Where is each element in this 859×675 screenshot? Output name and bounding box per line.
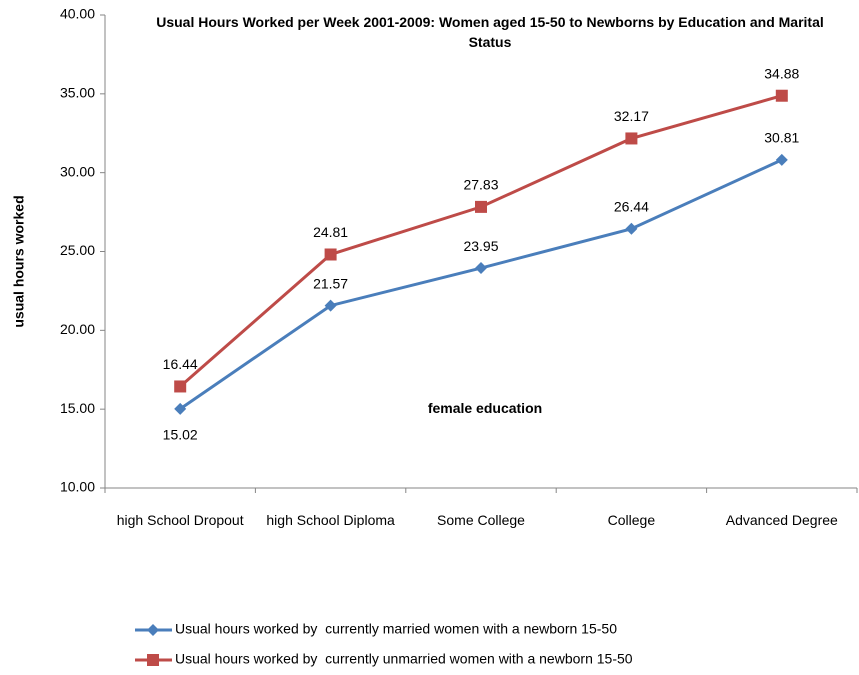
data-point: [625, 132, 638, 145]
y-tick-label: 30.00: [60, 163, 95, 179]
data-label: 26.44: [614, 198, 649, 214]
data-point: [775, 89, 788, 102]
data-point: [775, 153, 788, 166]
data-label: 24.81: [313, 224, 348, 240]
x-tick-label: high School Diploma: [266, 512, 395, 528]
y-tick-label: 25.00: [60, 242, 95, 258]
data-label: 32.17: [614, 108, 649, 124]
y-tick-label: 15.00: [60, 400, 95, 416]
chart-title: Usual Hours Worked per Week 2001-2009: W…: [156, 14, 824, 50]
x-axis-title: female education: [427, 400, 543, 416]
data-label: 21.57: [313, 275, 348, 291]
data-point: [174, 402, 187, 415]
legend-marker: [147, 624, 159, 636]
legend-marker: [147, 654, 159, 666]
y-tick-label: 20.00: [60, 321, 95, 337]
data-point: [475, 262, 487, 275]
series-line: [179, 158, 783, 411]
y-axis-title: usual hours worked: [11, 195, 27, 327]
data-label: 27.83: [463, 177, 498, 193]
data-label: 23.95: [463, 238, 498, 254]
x-tick-label: Advanced Degree: [725, 512, 838, 528]
data-label: 34.88: [764, 65, 799, 81]
data-point: [324, 299, 337, 312]
y-tick-label: 10.00: [60, 479, 95, 495]
legend-label: Usual hours worked by currently married …: [175, 621, 617, 637]
data-point: [324, 248, 337, 261]
data-point: [174, 380, 187, 393]
data-label: 16.44: [163, 356, 198, 372]
y-tick-label: 35.00: [60, 85, 95, 101]
data-label: 30.81: [764, 130, 799, 146]
x-tick-label: College: [607, 512, 656, 528]
data-point: [475, 200, 487, 213]
x-tick-label: Some College: [437, 512, 525, 528]
legend-label: Usual hours worked by currently unmarrie…: [175, 651, 633, 667]
y-tick-label: 40.00: [60, 6, 95, 22]
data-label: 15.02: [163, 427, 198, 443]
data-point: [625, 222, 638, 235]
x-tick-label: high School Dropout: [116, 512, 244, 528]
